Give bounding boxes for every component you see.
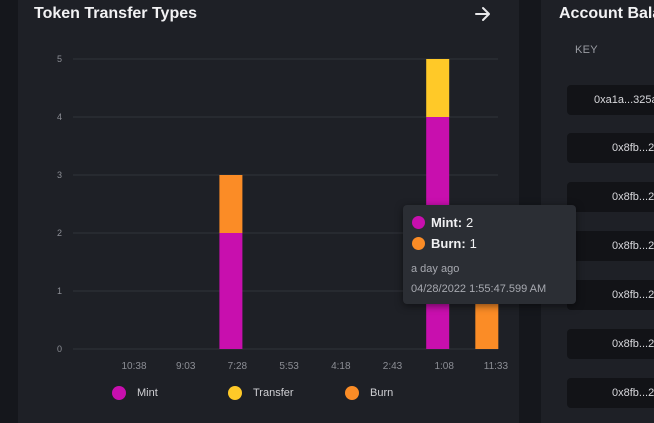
- x-tick-label: 4:18: [331, 361, 351, 372]
- tooltip-mint-label: Mint:: [431, 215, 463, 230]
- tooltip-mint-value: 2: [466, 215, 474, 230]
- x-tick-label: 7:28: [228, 361, 248, 372]
- panel-title: Token Transfer Types: [34, 5, 198, 22]
- legend-label: Transfer: [253, 387, 294, 399]
- chart-legend: Mint Transfer Burn: [18, 386, 519, 406]
- tooltip-burn-label: Burn:: [431, 236, 466, 251]
- y-tick-label: 5: [57, 54, 62, 64]
- x-tick-label: 2:43: [383, 361, 403, 372]
- y-tick-label: 0: [57, 344, 62, 354]
- bar-mint-0[interactable]: [219, 233, 243, 349]
- y-tick-label: 1: [57, 286, 62, 296]
- legend-label: Burn: [370, 387, 394, 399]
- key-row[interactable]: 0x8fb...2f736: [567, 133, 654, 163]
- key-row[interactable]: 0x8fb...2f736: [567, 231, 654, 261]
- arrow-right-icon[interactable]: [473, 4, 493, 24]
- tooltip-burn-row: Burn: 1: [412, 236, 477, 251]
- x-tick-label: 11:33: [484, 361, 509, 372]
- burn-dot-icon: [412, 237, 425, 250]
- account-balances-panel: Account Balances KEY 0xa1a...325a 0x8fb..…: [541, 0, 654, 423]
- legend-dot-icon: [112, 386, 126, 400]
- key-row[interactable]: 0x8fb...2f736: [567, 182, 654, 212]
- bar-burn-0[interactable]: [219, 175, 243, 233]
- tooltip-timestamp: 04/28/2022 1:55:47.599 AM: [411, 283, 547, 295]
- y-tick-label: 2: [57, 228, 62, 238]
- token-transfer-chart: 0 1 2 3 4 5 10:38 9:03 7:28 5:53 4:18 2:43 1:08 11:33: [57, 54, 509, 372]
- bar-transfer-1[interactable]: [426, 59, 450, 117]
- key-column-header: KEY: [575, 44, 598, 56]
- mint-dot-icon: [412, 216, 425, 229]
- legend-dot-icon: [228, 386, 242, 400]
- key-row[interactable]: 0x8fb...2f736: [567, 329, 654, 359]
- tooltip-burn-value: 1: [469, 236, 477, 251]
- chart-tooltip: Mint: 2 Burn: 1 a day ago 04/28/2022 1:5…: [403, 205, 576, 304]
- x-tick-label: 10:38: [121, 361, 146, 372]
- x-tick-label: 1:08: [434, 361, 454, 372]
- panel-title: Account Balances: [559, 5, 654, 22]
- legend-dot-icon: [345, 386, 359, 400]
- x-tick-label: 9:03: [176, 361, 196, 372]
- x-tick-label: 5:53: [279, 361, 299, 372]
- key-row[interactable]: 0x8fb...2f736: [567, 280, 654, 310]
- tooltip-mint-row: Mint: 2: [412, 215, 473, 230]
- legend-item-mint[interactable]: Mint: [112, 386, 158, 400]
- legend-item-burn[interactable]: Burn: [345, 386, 393, 400]
- legend-item-transfer[interactable]: Transfer: [228, 386, 294, 400]
- key-row[interactable]: 0xa1a...325a: [567, 85, 654, 115]
- y-tick-label: 4: [57, 112, 62, 122]
- legend-label: Mint: [137, 387, 158, 399]
- tooltip-relative-time: a day ago: [411, 263, 460, 275]
- y-tick-label: 3: [57, 170, 62, 180]
- key-row[interactable]: 0x8fb...2f736: [567, 378, 654, 408]
